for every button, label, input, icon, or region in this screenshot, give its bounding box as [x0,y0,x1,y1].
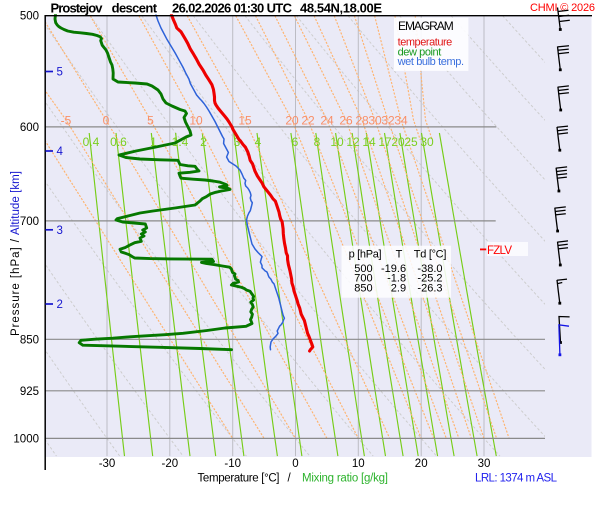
svg-text:24: 24 [320,113,334,127]
svg-text:FZLV: FZLV [487,245,512,257]
svg-text:17: 17 [378,135,392,149]
svg-text:28: 28 [355,113,369,127]
svg-text:3: 3 [57,225,63,237]
svg-text:850: 850 [20,334,39,346]
svg-text:Pressure [hPa] /: Pressure [hPa] / [10,238,22,336]
svg-text:4: 4 [255,135,262,149]
svg-text:25: 25 [404,135,418,149]
svg-text:12: 12 [346,135,360,149]
svg-text:-38.0: -38.0 [417,263,442,275]
svg-text:14: 14 [362,135,376,149]
svg-text:4: 4 [57,146,64,158]
svg-text:6: 6 [292,135,299,149]
svg-text:2: 2 [200,135,207,149]
svg-text:20: 20 [391,135,405,149]
svg-text:-30: -30 [99,458,116,470]
svg-text:descent: descent [112,1,158,16]
svg-text:30: 30 [368,113,382,127]
svg-text:-1.8: -1.8 [387,273,406,285]
svg-text:30: 30 [420,135,434,149]
svg-text:CHMI © 2026: CHMI © 2026 [530,2,595,14]
svg-text:15: 15 [238,113,252,127]
svg-text:26.02.2026 01:30 UTC: 26.02.2026 01:30 UTC [172,1,293,16]
svg-text:48.54N,18.00E: 48.54N,18.00E [300,1,382,16]
svg-text:500: 500 [20,11,39,23]
svg-text:700: 700 [354,273,372,285]
svg-text:2: 2 [57,299,63,311]
svg-text:5: 5 [147,113,154,127]
svg-text:3: 3 [234,135,241,149]
svg-text:20: 20 [415,458,428,470]
svg-text:EMAGRAM: EMAGRAM [398,19,454,33]
svg-text:500: 500 [354,263,372,275]
svg-text:20: 20 [285,113,299,127]
svg-text:0: 0 [103,113,110,127]
svg-text:5: 5 [57,67,63,79]
svg-text:10: 10 [189,113,203,127]
svg-text:LRL: 1374 m ASL: LRL: 1374 m ASL [475,473,558,485]
svg-text:1: 1 [150,135,157,149]
svg-text:10: 10 [330,135,344,149]
svg-text:10: 10 [352,458,365,470]
svg-text:-20: -20 [161,458,178,470]
svg-text:30: 30 [478,458,491,470]
svg-text:925: 925 [20,386,39,398]
svg-text:Altitude [km]: Altitude [km] [10,171,22,235]
svg-text:34: 34 [394,113,408,127]
svg-text:-5: -5 [61,113,72,127]
svg-text:-10: -10 [224,458,241,470]
svg-text:850: 850 [354,282,372,294]
svg-text:-25.2: -25.2 [417,273,442,285]
svg-text:700: 700 [20,216,39,228]
svg-text:Temperature [°C]: Temperature [°C] [198,473,280,485]
svg-text:0.6: 0.6 [110,135,127,149]
svg-text:600: 600 [20,122,39,134]
svg-text:8: 8 [314,135,321,149]
svg-text:22: 22 [301,113,315,127]
svg-text:1000: 1000 [13,433,39,445]
svg-text:32: 32 [381,113,395,127]
svg-text:2.9: 2.9 [391,282,406,294]
svg-text:T: T [396,249,403,261]
svg-text:26: 26 [339,113,353,127]
svg-text:/: / [288,473,292,485]
svg-text:temperature: temperature [398,37,453,49]
svg-text:-26.3: -26.3 [417,282,442,294]
svg-text:0.4: 0.4 [83,135,100,149]
svg-text:Prostejov: Prostejov [51,1,104,16]
svg-text:Mixing ratio [g/kg]: Mixing ratio [g/kg] [302,473,388,485]
svg-text:Td [°C]: Td [°C] [414,249,447,261]
svg-text:-19.6: -19.6 [381,263,406,275]
svg-text:wet bulb temp.: wet bulb temp. [397,56,464,68]
svg-text:dew point: dew point [398,46,442,58]
svg-text:0: 0 [292,458,298,470]
svg-text:p [hPa]: p [hPa] [349,249,382,261]
